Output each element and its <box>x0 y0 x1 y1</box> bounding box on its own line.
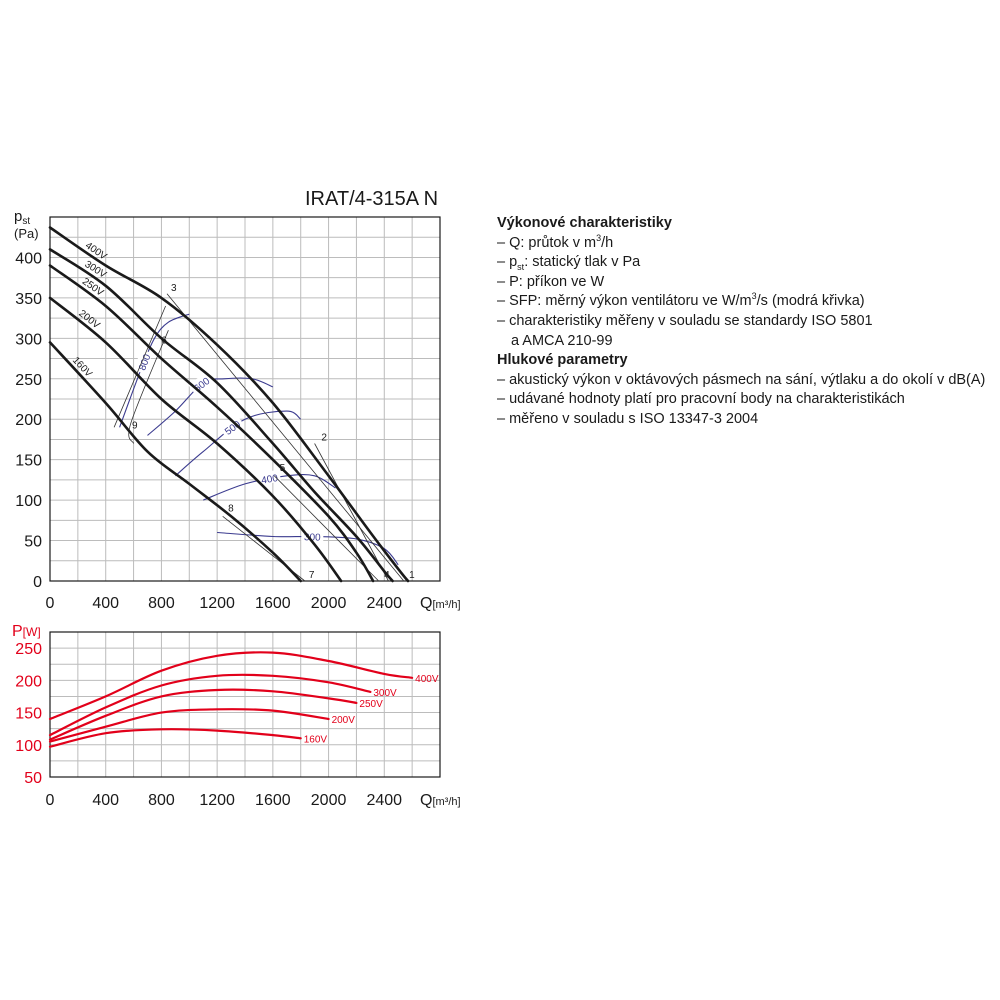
x-tick-label: 0 <box>46 595 55 612</box>
pressure-chart: IRAT/4-315A Npst(Pa)05010015020025030035… <box>14 188 461 612</box>
operating-point-label: 3 <box>171 283 177 294</box>
sfp-curve-800 <box>119 313 190 428</box>
y-tick-label: 200 <box>15 412 42 429</box>
power-curve-label-250V: 250V <box>359 699 383 710</box>
static-pressure-item: – pst: statický tlak v Pa <box>497 254 641 273</box>
info-panel: Výkonové charakteristiky – Q: průtok v m… <box>497 214 997 430</box>
y-axis-unit: (Pa) <box>14 226 39 241</box>
operating-point-label: 8 <box>228 504 234 515</box>
operating-point-label: 5 <box>280 463 286 474</box>
operating-point-label: 7 <box>309 570 315 581</box>
noise-item-3: – měřeno v souladu s ISO 13347-3 2004 <box>497 410 759 427</box>
y-tick-label: 400 <box>15 250 42 267</box>
x-tick-label: 800 <box>148 595 175 612</box>
power-x-tick-label: 800 <box>148 792 175 809</box>
operating-point-label: 1 <box>409 570 415 581</box>
sfp-item: – SFP: měrný výkon ventilátoru ve W/m3/s… <box>497 291 865 310</box>
x-tick-label: 1600 <box>255 595 291 612</box>
power-y-tick-label: 200 <box>15 673 42 690</box>
operating-line-6 <box>113 305 166 428</box>
sfp-curve-600 <box>147 377 274 436</box>
pressure-curve-250V <box>48 264 375 583</box>
power-curve-label-300V: 300V <box>373 688 397 699</box>
operating-point-label: 4 <box>384 570 390 581</box>
power-curve-label-200V: 200V <box>332 715 356 726</box>
power-x-tick-label: 1600 <box>255 792 291 809</box>
power-item: – P: příkon ve W <box>497 273 605 290</box>
power-y-tick-label: 100 <box>15 738 42 755</box>
power-curve-label-160V: 160V <box>304 734 328 745</box>
x-axis-label: Q[m³/h] <box>420 595 461 612</box>
standards-item-continued: a AMCA 210-99 <box>511 332 613 349</box>
operating-point-label: 2 <box>321 432 327 443</box>
operating-point-label: 6 <box>161 335 167 346</box>
operating-line-5 <box>222 515 306 582</box>
noise-heading: Hlukové parametry <box>497 352 628 369</box>
power-chart: P[W] 50 100 150 200 250 0 400 800 1200 1600 2000 240… <box>12 623 461 809</box>
pressure-curve-300V <box>48 248 394 583</box>
operating-point-label: 9 <box>132 420 138 431</box>
power-x-tick-label: 2000 <box>311 792 347 809</box>
noise-item-1: – akustický výkon v oktávových pásmech n… <box>497 371 986 388</box>
power-x-tick-label: 0 <box>46 792 55 809</box>
power-x-axis-label: Q[m³/h] <box>420 792 461 809</box>
performance-heading: Výkonové charakteristiky <box>497 215 672 231</box>
y-tick-label: 50 <box>24 534 42 551</box>
noise-item-2: – udávané hodnoty platí pro pracovní bod… <box>497 391 905 408</box>
standards-item: – charakteristiky měřeny v souladu se st… <box>497 312 873 329</box>
power-curve-250V <box>48 688 358 741</box>
operating-line-1 <box>166 293 405 582</box>
y-tick-label: 0 <box>33 574 42 591</box>
y-tick-label: 300 <box>15 331 42 348</box>
power-curve-160V <box>48 728 302 748</box>
power-y-tick-label: 50 <box>24 770 42 787</box>
sfp-curve-300 <box>217 531 399 566</box>
flow-item: – Q: průtok v m3/h <box>497 232 614 251</box>
sfp-label-bg <box>257 469 282 486</box>
power-curve-label-400V: 400V <box>415 674 439 685</box>
sfp-label-bg <box>219 415 245 438</box>
power-curve-400V <box>48 651 414 721</box>
plot-frame <box>49 631 441 778</box>
pressure-curve-160V <box>48 341 302 583</box>
power-curve-200V <box>48 708 330 743</box>
y-tick-label: 150 <box>15 453 42 470</box>
power-y-tick-label: 250 <box>15 641 42 658</box>
x-tick-label: 400 <box>92 595 119 612</box>
power-y-axis-label: P[W] <box>12 623 41 640</box>
operating-line-4 <box>128 330 169 444</box>
y-tick-label: 250 <box>15 372 42 389</box>
x-tick-label: 1200 <box>199 595 235 612</box>
sfp-label-bg <box>133 349 153 374</box>
power-x-tick-label: 400 <box>92 792 119 809</box>
y-tick-label: 100 <box>15 493 42 510</box>
sfp-label-300: 300 <box>304 532 321 543</box>
sfp-curve-400 <box>203 474 336 501</box>
chart-title: IRAT/4-315A N <box>305 188 438 210</box>
power-y-tick-label: 150 <box>15 706 42 723</box>
plot-frame <box>49 216 441 582</box>
power-x-tick-label: 1200 <box>199 792 235 809</box>
operating-line-3 <box>274 475 379 582</box>
pressure-curve-400V <box>48 226 410 583</box>
sfp-label-bg <box>301 529 324 542</box>
power-x-tick-label: 2400 <box>366 792 402 809</box>
sfp-curve-500 <box>175 410 302 477</box>
y-tick-label: 350 <box>15 291 42 308</box>
x-tick-label: 2400 <box>366 595 402 612</box>
y-axis-label: pst <box>14 208 30 227</box>
pressure-curve-200V <box>48 296 343 583</box>
x-tick-label: 2000 <box>311 595 347 612</box>
power-curve-300V <box>48 673 372 737</box>
